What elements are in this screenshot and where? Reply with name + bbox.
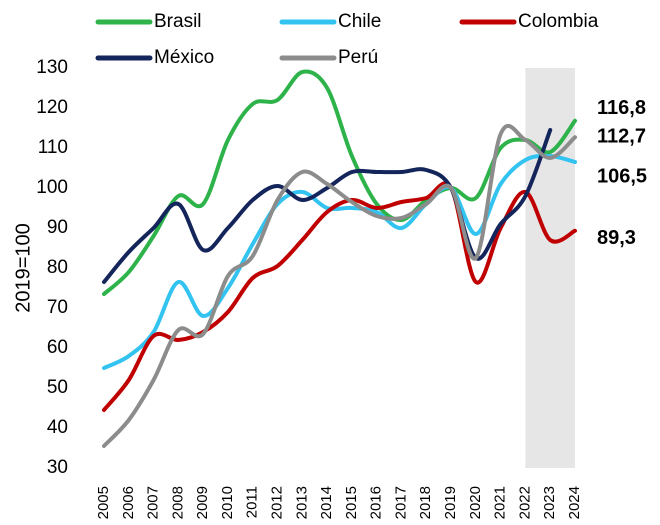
x-tick-label: 2009	[194, 486, 211, 519]
legend-label: Brasil	[154, 11, 202, 32]
y-tick-label: 80	[47, 257, 68, 278]
legend-label: Perú	[338, 47, 378, 68]
y-tick-label: 40	[47, 417, 68, 438]
y-tick-label: 90	[47, 217, 68, 238]
series-line	[102, 124, 577, 448]
x-tick-label: 2024	[566, 486, 583, 519]
series-line	[102, 153, 577, 370]
y-tick-label: 120	[36, 97, 68, 118]
legend-label: Chile	[338, 11, 381, 32]
x-tick-label: 2012	[268, 486, 285, 519]
y-tick-label: 50	[47, 377, 68, 398]
shaded-region	[525, 68, 575, 468]
y-tick-label: 30	[47, 457, 68, 478]
x-tick-label: 2013	[293, 486, 310, 519]
value-label: 112,7	[597, 125, 646, 147]
x-tick-label: 2014	[318, 486, 335, 519]
x-tick-label: 2021	[492, 486, 509, 519]
x-tick-label: 2018	[417, 486, 434, 519]
x-tick-label: 2023	[541, 486, 558, 519]
y-tick-label: 60	[47, 337, 68, 358]
y-tick-label: 110	[38, 137, 68, 158]
series-line	[102, 181, 577, 412]
x-tick-label: 2017	[392, 486, 409, 519]
x-tick-label: 2006	[120, 486, 137, 519]
x-tick-label: 2022	[516, 486, 533, 519]
value-label: 106,5	[597, 165, 647, 187]
series-line	[102, 69, 577, 296]
y-axis-label: 2019=100	[12, 223, 34, 313]
x-tick-label: 2015	[343, 486, 360, 519]
value-label: 89,3	[597, 227, 636, 249]
y-tick-label: 70	[47, 297, 68, 318]
x-tick-label: 2008	[169, 486, 186, 519]
x-tick-label: 2019	[442, 486, 459, 519]
x-tick-label: 2020	[467, 486, 484, 519]
x-tick-label: 2007	[145, 486, 162, 519]
y-tick-label: 100	[36, 177, 68, 198]
legend-label: México	[154, 47, 214, 68]
x-tick-label: 2005	[95, 486, 112, 519]
legend-label: Colombia	[518, 11, 599, 32]
x-tick-label: 2016	[368, 486, 385, 519]
value-label: 116,8	[597, 97, 646, 119]
x-tick-label: 2010	[219, 486, 236, 519]
y-tick-label: 130	[36, 57, 68, 78]
x-tick-label: 2011	[244, 486, 261, 518]
